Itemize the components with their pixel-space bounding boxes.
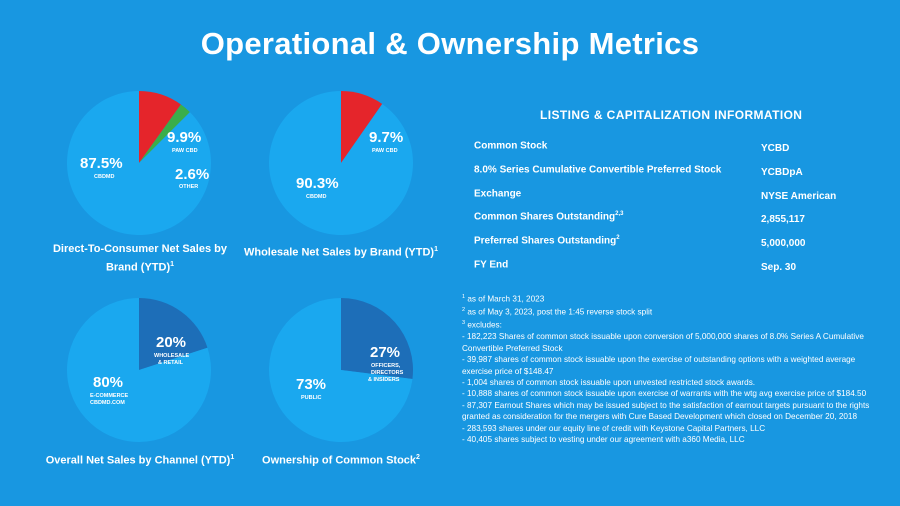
pie-2-pct-paw: 9.7% (369, 129, 403, 146)
pie-1-caption: Direct-To-Consumer Net Sales by Brand (Y… (52, 243, 227, 274)
footnote-item: - 39,987 shares of common stock issuable… (462, 355, 856, 376)
pie-slice-1-paw-cbd (139, 91, 181, 163)
footnote-item: 1 as of March 31, 2023 (462, 294, 545, 304)
cap-row-preferred-shares-outstanding: Preferred Shares Outstanding2 5,000,000 (474, 235, 854, 255)
pie-3-label-ecommerce-1: E-COMMERCE (90, 393, 129, 399)
footnote-item: - 40,405 shares subject to vesting under… (462, 435, 745, 445)
cap-label: 8.0% Series Cumulative Convertible Prefe… (474, 164, 722, 176)
pie-chart-channel: 80% E-COMMERCE CBDMD.COM 20% WHOLESALE &… (66, 297, 212, 443)
pie-4-label-insiders-1: OFFICERS, (371, 363, 401, 369)
cap-label: Common Stock (474, 140, 548, 152)
pie-3-pct-wholesale: 20% (156, 334, 186, 351)
pie-1-pct-other: 2.6% (175, 166, 209, 183)
cap-value: Sep. 30 (761, 262, 797, 273)
pie-2-pct-cbdmd: 90.3% (296, 175, 339, 192)
page-title: Operational & Ownership Metrics (200, 26, 700, 61)
cap-row-preferred-stock: 8.0% Series Cumulative Convertible Prefe… (474, 164, 854, 184)
cap-row-common-stock: Common Stock YCBD (474, 140, 854, 160)
cap-label: Exchange (474, 188, 522, 200)
pie-3-label-wholesale-1: WHOLESALE (154, 353, 189, 359)
cap-value: NYSE American (761, 191, 837, 202)
footnote-item: 2 as of May 3, 2023, post the 1:45 rever… (462, 307, 653, 317)
listing-title: LISTING & CAPITALIZATION INFORMATION (540, 108, 803, 122)
pie-4-pct-insiders: 27% (370, 344, 400, 361)
pie-3-label-ecommerce-2: CBDMD.COM (90, 400, 125, 406)
pie-chart-dtc-brand: 87.5% CBDMD 9.9% PAW CBD 2.6% OTHER (66, 90, 212, 236)
cap-label: Preferred Shares Outstanding2 (474, 235, 620, 247)
pie-4-caption: Ownership of Common Stock2 (262, 454, 420, 467)
pie-1-label-other: OTHER (179, 184, 198, 190)
cap-label: FY End (474, 259, 509, 271)
footnote-item: 3 excludes: (462, 320, 502, 331)
cap-row-exchange: Exchange NYSE American (474, 188, 854, 208)
pie-4-label-insiders-2: DIRECTORS (371, 370, 404, 376)
pie-chart-ownership: 73% PUBLIC 27% OFFICERS, DIRECTORS & INS… (268, 297, 414, 443)
footnotes: 1 as of March 31, 2023 2 as of May 3, 20… (462, 292, 877, 445)
pie-slice-1-other (139, 104, 190, 163)
cap-value: 5,000,000 (761, 238, 806, 249)
pie-slice-3-wholesale-retail (139, 298, 208, 370)
pie-slice-2-paw-cbd (341, 91, 383, 163)
cap-row-fy-end: FY End Sep. 30 (474, 259, 854, 279)
pie-4-pct-public: 73% (296, 376, 326, 393)
footnote-item: - 87,307 Earnout Shares which may be iss… (462, 400, 870, 422)
pie-3-pct-ecommerce: 80% (93, 374, 123, 391)
footnote-item: - 10,888 shares of common stock issuable… (462, 389, 867, 399)
footnote-item: - 182,223 Shares of common stock issuabl… (462, 332, 864, 353)
cap-value: YCBD (761, 143, 790, 154)
pie-2-label-paw: PAW CBD (372, 148, 398, 154)
pie-chart-wholesale-brand: 90.3% CBDMD 9.7% PAW CBD (268, 90, 414, 236)
pie-slice-3-e-commerce-cbdmd-com (66, 298, 211, 442)
pie-1-label-cbdmd: CBDMD (94, 174, 114, 180)
pie-1-pct-cbdmd: 87.5% (80, 155, 123, 172)
cap-value: 2,855,117 (761, 214, 805, 225)
pie-slice-4-public (269, 298, 413, 442)
pie-slice-1-cbdmd (67, 91, 212, 235)
pie-slice-2-cbdmd (269, 91, 413, 236)
pie-slice-4-officers-directors-insiders (341, 298, 413, 380)
pie-2-caption: Wholesale Net Sales by Brand (YTD)1 (243, 246, 438, 259)
pie-1-pct-paw: 9.9% (167, 129, 201, 146)
pie-4-label-public: PUBLIC (301, 395, 322, 401)
pie-4-label-insiders-3: & INSIDERS (368, 377, 400, 383)
footnote-item: - 1,004 shares of common stock issuable … (462, 378, 756, 388)
cap-value: YCBDpA (761, 167, 803, 178)
cap-row-common-shares-outstanding: Common Shares Outstanding2,3 2,855,117 (474, 211, 854, 231)
pie-3-caption: Overall Net Sales by Channel (YTD)1 (45, 454, 235, 467)
pie-2-label-cbdmd: CBDMD (306, 194, 326, 200)
pie-1-label-paw: PAW CBD (172, 148, 198, 154)
cap-label: Common Shares Outstanding2,3 (474, 211, 624, 223)
pie-3-label-wholesale-2: & RETAIL (158, 360, 184, 366)
footnote-item: - 283,593 shares under our equity line o… (462, 423, 766, 433)
